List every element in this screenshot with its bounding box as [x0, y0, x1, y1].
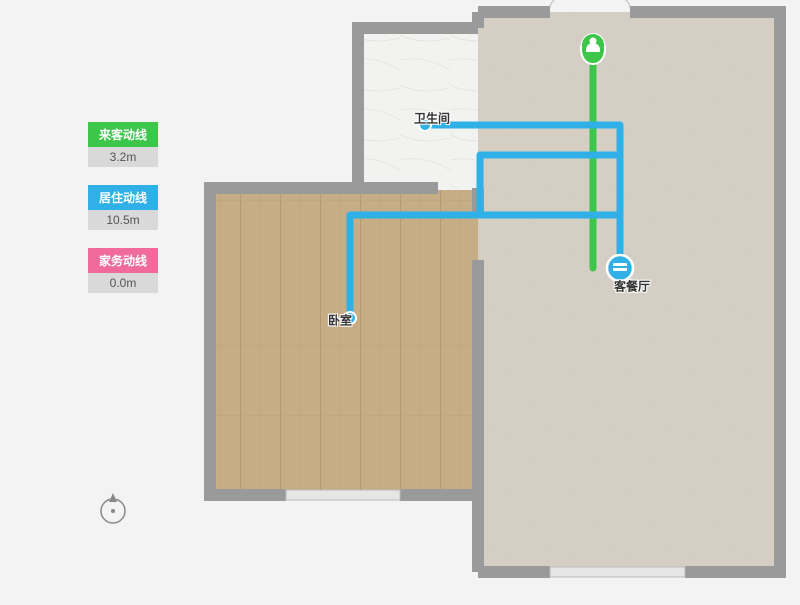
marker-person-pin — [581, 34, 605, 64]
legend-value: 0.0m — [88, 273, 158, 293]
legend-item-living: 居住动线 10.5m — [88, 185, 158, 230]
compass-icon — [95, 490, 131, 526]
label-bathroom: 卫生间 — [414, 110, 450, 127]
room-bedroom — [210, 190, 478, 495]
room-bathroom — [358, 28, 478, 188]
legend-item-guest: 来客动线 3.2m — [88, 122, 158, 167]
label-bedroom: 卧室 — [328, 312, 352, 329]
legend-title: 来客动线 — [88, 122, 158, 147]
legend-title: 家务动线 — [88, 248, 158, 273]
legend-item-chores: 家务动线 0.0m — [88, 248, 158, 293]
legend-value: 10.5m — [88, 210, 158, 230]
legend: 来客动线 3.2m 居住动线 10.5m 家务动线 0.0m — [88, 122, 158, 311]
legend-value: 3.2m — [88, 147, 158, 167]
label-living: 客餐厅 — [614, 278, 650, 295]
floorplan: 卫生间 卧室 客餐厅 — [200, 0, 800, 600]
legend-title: 居住动线 — [88, 185, 158, 210]
